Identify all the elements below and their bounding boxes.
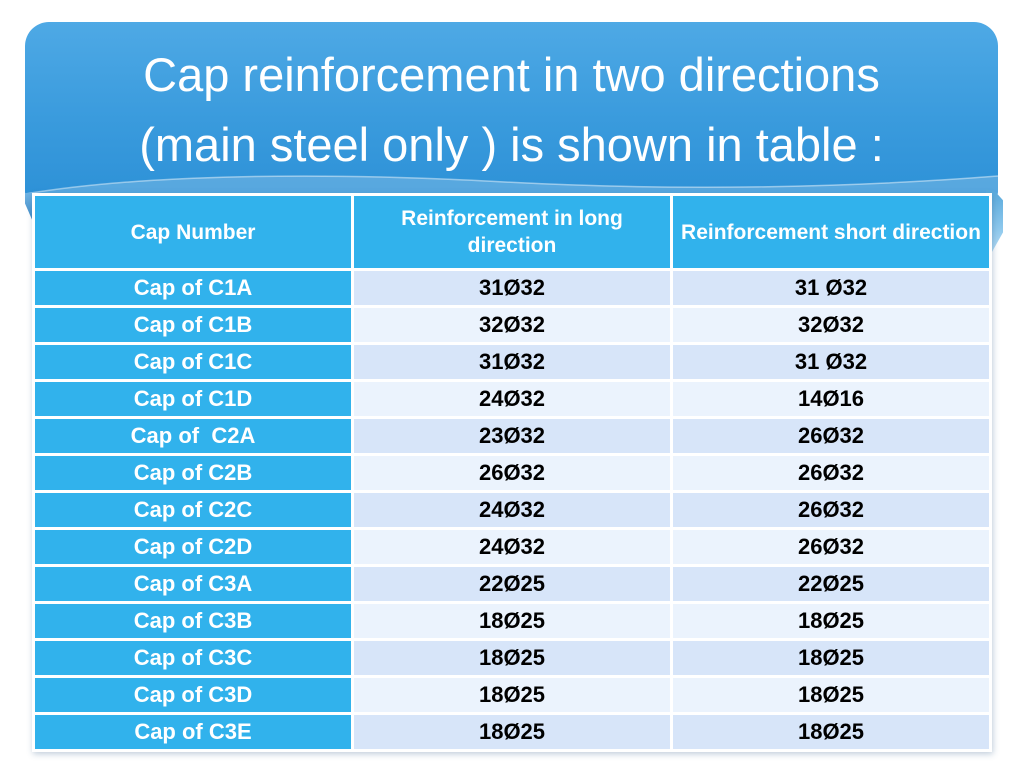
cell-short-value: 26Ø32 — [673, 456, 989, 490]
cell-cap-number: Cap of C3A — [35, 567, 351, 601]
cell-short-value: 18Ø25 — [673, 604, 989, 638]
table-row: Cap of C1C 31Ø32 31 Ø32 — [35, 345, 989, 379]
table-row: Cap of C3D 18Ø25 18Ø25 — [35, 678, 989, 712]
cell-long-value: 24Ø32 — [354, 382, 670, 416]
title-line-2: (main steel only ) is shown in table : — [139, 118, 884, 171]
cell-short-value: 18Ø25 — [673, 641, 989, 675]
cell-long-value: 23Ø32 — [354, 419, 670, 453]
cell-short-value: 26Ø32 — [673, 419, 989, 453]
cell-cap-number: Cap of C1D — [35, 382, 351, 416]
col-header-long-direction: Reinforcement in long direction — [354, 196, 670, 268]
banner-fold-left-icon — [25, 193, 35, 223]
reinforcement-table: Cap Number Reinforcement in long directi… — [32, 193, 992, 752]
cell-long-value: 18Ø25 — [354, 604, 670, 638]
cell-long-value: 31Ø32 — [354, 345, 670, 379]
cell-long-value: 22Ø25 — [354, 567, 670, 601]
title-line-1: Cap reinforcement in two directions — [143, 48, 880, 101]
cell-long-value: 26Ø32 — [354, 456, 670, 490]
cell-short-value: 32Ø32 — [673, 308, 989, 342]
table-row: Cap of C3A 22Ø25 22Ø25 — [35, 567, 989, 601]
cell-short-value: 31 Ø32 — [673, 345, 989, 379]
cell-cap-number: Cap of C3E — [35, 715, 351, 749]
cell-short-value: 18Ø25 — [673, 678, 989, 712]
cell-cap-number: Cap of C1B — [35, 308, 351, 342]
cell-short-value: 31 Ø32 — [673, 271, 989, 305]
cell-long-value: 24Ø32 — [354, 493, 670, 527]
table-row: Cap of C2C 24Ø32 26Ø32 — [35, 493, 989, 527]
cell-short-value: 22Ø25 — [673, 567, 989, 601]
table-row: Cap of C3E 18Ø25 18Ø25 — [35, 715, 989, 749]
cell-cap-number: Cap of C2C — [35, 493, 351, 527]
cell-short-value: 26Ø32 — [673, 530, 989, 564]
col-header-cap-number: Cap Number — [35, 196, 351, 268]
cell-long-value: 18Ø25 — [354, 678, 670, 712]
table-row: Cap of C2A 23Ø32 26Ø32 — [35, 419, 989, 453]
cell-long-value: 31Ø32 — [354, 271, 670, 305]
table-header-row: Cap Number Reinforcement in long directi… — [35, 196, 989, 268]
cell-long-value: 18Ø25 — [354, 715, 670, 749]
cell-short-value: 26Ø32 — [673, 493, 989, 527]
cell-cap-number: Cap of C1A — [35, 271, 351, 305]
table-row: Cap of C2D 24Ø32 26Ø32 — [35, 530, 989, 564]
table-row: Cap of C1A 31Ø32 31 Ø32 — [35, 271, 989, 305]
cell-cap-number: Cap of C3D — [35, 678, 351, 712]
banner-wave-decoration — [25, 175, 998, 198]
cell-long-value: 32Ø32 — [354, 308, 670, 342]
cell-cap-number: Cap of C2D — [35, 530, 351, 564]
cell-cap-number: Cap of C2B — [35, 456, 351, 490]
table-row: Cap of C3C 18Ø25 18Ø25 — [35, 641, 989, 675]
cell-long-value: 18Ø25 — [354, 641, 670, 675]
table-row: Cap of C3B 18Ø25 18Ø25 — [35, 604, 989, 638]
cell-short-value: 18Ø25 — [673, 715, 989, 749]
col-header-short-direction: Reinforcement short direction — [673, 196, 989, 268]
title-banner — [25, 22, 998, 198]
table-row: Cap of C1B 32Ø32 32Ø32 — [35, 308, 989, 342]
table-row: Cap of C2B 26Ø32 26Ø32 — [35, 456, 989, 490]
cell-cap-number: Cap of C2A — [35, 419, 351, 453]
cell-cap-number: Cap of C3C — [35, 641, 351, 675]
cell-cap-number: Cap of C3B — [35, 604, 351, 638]
cell-short-value: 14Ø16 — [673, 382, 989, 416]
cell-cap-number: Cap of C1C — [35, 345, 351, 379]
cell-long-value: 24Ø32 — [354, 530, 670, 564]
slide-title: Cap reinforcement in two directions (mai… — [25, 40, 998, 180]
table-row: Cap of C1D 24Ø32 14Ø16 — [35, 382, 989, 416]
